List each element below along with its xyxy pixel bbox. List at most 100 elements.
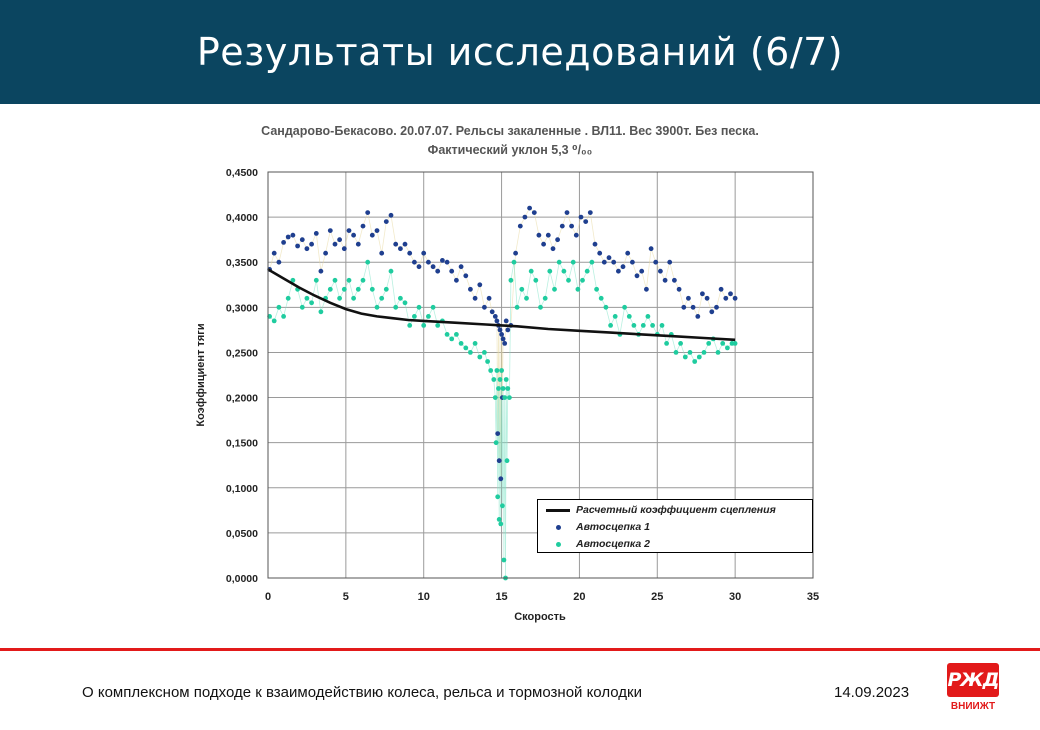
autocoupler2-point (492, 395, 498, 400)
autocoupler1-point (393, 241, 399, 247)
autocoupler2-point (285, 295, 291, 301)
autocoupler2-point (508, 277, 514, 283)
autocoupler1-point (648, 246, 654, 252)
autocoupler2-point (580, 277, 585, 283)
autocoupler2-point (608, 323, 613, 328)
x-tick-label: 35 (807, 591, 819, 603)
plot-border (267, 171, 814, 579)
legend-line-swatch (546, 508, 570, 512)
autocoupler2-point (542, 295, 548, 301)
autocoupler1-point (611, 259, 617, 265)
chart-legend: Расчетный коэффициент сцепления Автосцеп… (537, 499, 813, 553)
autocoupler1-point (369, 232, 375, 238)
autocoupler1-point (500, 336, 506, 342)
autocoupler2-point (477, 354, 483, 360)
autocoupler2-point (511, 259, 517, 265)
autocoupler2-point (327, 286, 333, 292)
autocoupler2-point (547, 268, 553, 274)
autocoupler2-point (514, 304, 520, 310)
logo-caption: ВНИИЖТ (950, 701, 996, 712)
autocoupler2-point (507, 395, 512, 400)
y-axis-label: Коэффициент тяги (195, 323, 207, 426)
autocoupler2-connector (269, 260, 736, 579)
autocoupler1-point (323, 250, 328, 256)
rzd-logo-mark: РЖД (947, 663, 1000, 697)
legend-label-autocoupler2: Автосцепка 2 (576, 538, 650, 550)
autocoupler1-point (365, 210, 371, 216)
autocoupler2-point (589, 259, 595, 265)
series-autocoupler2-lines (269, 260, 736, 579)
autocoupler2-point (318, 309, 324, 315)
autocoupler2-point (374, 304, 380, 310)
autocoupler2-point (524, 295, 529, 301)
autocoupler1-point (426, 259, 431, 265)
autocoupler1-point (634, 273, 640, 279)
autocoupler2-point (696, 354, 702, 360)
autocoupler1-point (639, 268, 645, 274)
autocoupler1-point (407, 250, 413, 256)
autocoupler2-point (426, 314, 431, 319)
autocoupler1-point (644, 286, 649, 292)
autocoupler1-point (672, 277, 677, 283)
autocoupler2-point (416, 304, 422, 310)
autocoupler1-point (281, 240, 286, 245)
autocoupler1-point (592, 241, 598, 247)
autocoupler2-point (650, 323, 655, 328)
autocoupler2-point (566, 277, 571, 283)
autocoupler1-point (597, 250, 603, 256)
autocoupler1-point (658, 268, 663, 274)
autocoupler2-point (496, 386, 501, 391)
autocoupler2-point (332, 277, 338, 283)
autocoupler1-point (499, 332, 504, 337)
y-tick-label: 0,1000 (226, 483, 258, 495)
autocoupler1-point (449, 268, 455, 274)
autocoupler2-point (488, 368, 494, 373)
autocoupler1-point (517, 223, 523, 229)
autocoupler1-point (709, 309, 715, 315)
autocoupler1-point (550, 246, 556, 252)
autocoupler2-point (612, 314, 618, 319)
autocoupler1-point (541, 241, 546, 247)
autocoupler2-point (497, 377, 503, 382)
autocoupler1-point (606, 255, 612, 261)
autocoupler2-point (281, 314, 286, 319)
autocoupler2-point (491, 377, 497, 382)
autocoupler1-point (388, 212, 394, 218)
autocoupler1-point (616, 268, 621, 274)
autocoupler2-point (398, 295, 403, 301)
autocoupler2-point (552, 286, 557, 292)
autocoupler2-point (720, 341, 726, 346)
autocoupler1-point (686, 295, 691, 301)
series-autocoupler1-points (267, 205, 738, 482)
footer-divider (0, 648, 1040, 651)
chart-title-line1: Сандарово-Бекасово. 20.07.07. Рельсы зак… (261, 124, 759, 138)
autocoupler2-point (692, 359, 698, 364)
axis-ticks: 0 5 10 15 20 25 30 35 0,0000 0,0500 0,1000 0,1500 0,… (226, 167, 819, 603)
autocoupler2-point (454, 332, 459, 337)
autocoupler2-point (421, 323, 427, 328)
legend-dot-swatch (555, 524, 561, 530)
slide-title: Результаты исследований (6/7) (196, 30, 844, 74)
autocoupler2-point (444, 332, 450, 337)
autocoupler1-point (486, 295, 492, 301)
autocoupler1-point (435, 268, 441, 274)
autocoupler2-point (498, 521, 504, 527)
autocoupler2-point (393, 304, 399, 310)
autocoupler1-point (700, 291, 705, 297)
autocoupler1-point (513, 250, 518, 256)
legend-item-autocoupler2: Автосцепка 2 (546, 536, 650, 552)
autocoupler1-point (732, 295, 738, 301)
autocoupler2-point (430, 304, 436, 310)
autocoupler1-point (527, 205, 532, 211)
autocoupler1-point (583, 219, 589, 225)
autocoupler2-point (504, 458, 510, 464)
autocoupler2-point (407, 323, 413, 328)
autocoupler1-point (472, 295, 478, 301)
autocoupler2-point (299, 304, 305, 310)
autocoupler2-point (355, 286, 361, 292)
autocoupler1-point (383, 219, 389, 225)
autocoupler1-point (531, 210, 537, 216)
autocoupler2-point (673, 350, 679, 355)
autocoupler2-point (383, 286, 389, 292)
autocoupler2-point (379, 295, 385, 301)
